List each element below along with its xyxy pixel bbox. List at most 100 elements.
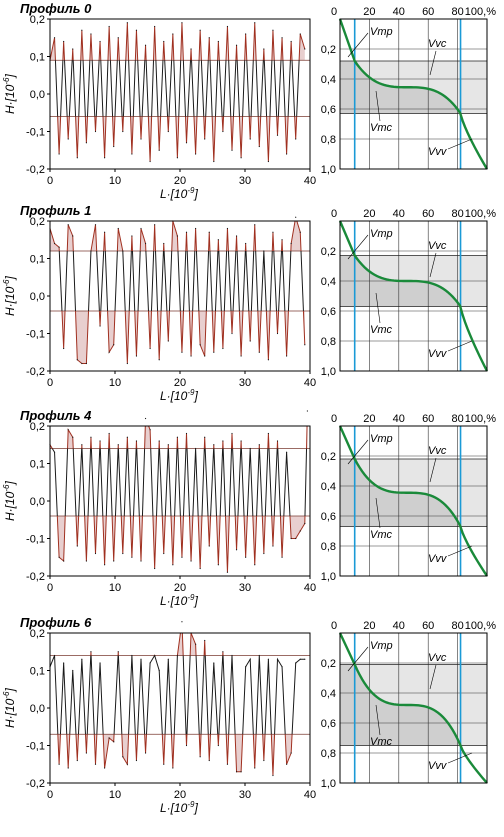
- y-axis-close: ]: [3, 74, 17, 79]
- bearing-y-tick: 1,0: [321, 164, 336, 176]
- profile-point: [63, 662, 65, 664]
- panel-2: Профиль 40,20,10,0-0,1-0,20 10 20 30 40H·[10…: [2, 408, 496, 608]
- profile-point: [249, 447, 251, 450]
- y-tick-label: 0,1: [30, 666, 45, 678]
- profile-point: [94, 763, 97, 765]
- profile-line: [58, 251, 304, 311]
- panel-1: Профиль 10,20,10,0-0,1-0,20 10 20 30 40H·[10…: [2, 203, 496, 403]
- profile-point: [299, 33, 301, 35]
- panel-title: Профиль 0: [20, 1, 92, 16]
- profile-point: [131, 654, 133, 657]
- profile-point: [167, 130, 169, 133]
- profile-point: [76, 157, 78, 159]
- profile-point: [94, 224, 97, 226]
- profile-point: [144, 417, 147, 420]
- profile-point: [276, 134, 279, 136]
- annotation-vvv: Vvv: [428, 146, 448, 158]
- profile-point: [286, 355, 288, 357]
- leader-vmc: [375, 90, 381, 122]
- profile-point: [245, 242, 247, 245]
- profile-point: [276, 332, 279, 335]
- profile-point: [258, 351, 260, 353]
- profile-point: [154, 25, 156, 28]
- profile-point: [85, 560, 87, 562]
- y-axis-close: ]: [3, 276, 17, 281]
- leader-vmc: [375, 704, 381, 736]
- profile-point: [53, 242, 56, 245]
- core-material-area: [340, 255, 487, 307]
- profile-point: [195, 447, 197, 450]
- profile-point: [254, 767, 256, 769]
- x-tick-label: 10: [109, 175, 121, 187]
- profile-point: [117, 444, 119, 446]
- bearing-x-tick: 0: [331, 6, 337, 18]
- x-tick-label: 20: [174, 582, 186, 594]
- x-tick-label: 30: [239, 175, 251, 187]
- y-tick-label: 0,1: [30, 52, 45, 64]
- bearing-x-tick: 80: [451, 413, 463, 425]
- leader-vvc: [429, 664, 437, 690]
- x-axis-close: ]: [193, 801, 198, 815]
- profile-point: [63, 560, 65, 562]
- profile-point: [254, 22, 256, 24]
- profile-point: [249, 340, 251, 342]
- profile-point: [67, 224, 69, 226]
- core-material-area: [340, 664, 487, 746]
- profile-point: [226, 763, 229, 765]
- leader-vvc: [429, 252, 437, 278]
- bearing-y-tick: 0,6: [321, 104, 336, 116]
- leader-vvc: [429, 457, 437, 483]
- profile-point: [176, 654, 178, 657]
- profile-point: [85, 142, 87, 144]
- profile-point: [231, 149, 233, 151]
- profile-point: [245, 666, 247, 668]
- profile-point: [85, 752, 87, 754]
- profile-point: [131, 556, 133, 558]
- profile-point: [185, 231, 188, 233]
- profile-point: [190, 48, 192, 50]
- bearing-y-tick: 0,4: [321, 74, 336, 86]
- profile-point: [276, 658, 279, 660]
- profile-point: [58, 763, 60, 765]
- profile-point: [185, 432, 188, 435]
- profile-point: [231, 654, 233, 657]
- profile-point: [117, 227, 119, 230]
- bearing-frame: [339, 18, 488, 170]
- profile-point: [67, 767, 69, 769]
- profile-point: [67, 429, 69, 431]
- profile-point: [140, 560, 142, 562]
- x-tick-label: 0: [47, 377, 53, 389]
- profile-peak-edge: [50, 221, 302, 251]
- profile-point: [76, 759, 78, 762]
- profile-point: [267, 432, 269, 435]
- profile-point: [235, 771, 238, 773]
- bearing-x-tick: 40: [393, 6, 405, 18]
- profile-point: [208, 37, 210, 39]
- profile-point: [99, 40, 101, 43]
- profile-point: [63, 40, 65, 43]
- bearing-x-tick: 0: [331, 413, 337, 425]
- bearing-x-tick: 20: [363, 208, 375, 220]
- profile-point: [122, 130, 124, 133]
- bearing-y-tick: 0,2: [321, 658, 336, 670]
- bearing-x-tick: 40: [393, 413, 405, 425]
- profile-point: [163, 40, 165, 43]
- x-tick-label: 40: [304, 377, 316, 389]
- bearing-x-tick: 40: [393, 620, 405, 632]
- bearing-y-tick: 0,6: [321, 306, 336, 318]
- profile-point: [258, 654, 260, 657]
- bearing-y-tick: 0,2: [321, 246, 336, 258]
- bearing-frame: [339, 220, 488, 372]
- y-tick-label: 0,0: [30, 89, 45, 101]
- profile-point: [213, 160, 215, 163]
- profile-point: [272, 774, 274, 777]
- bearing-x-tick: 60: [422, 208, 434, 220]
- profile-point: [99, 662, 101, 664]
- profile-point: [263, 48, 265, 50]
- annotation-vmc: Vmc: [370, 122, 393, 134]
- profile-point: [158, 669, 160, 672]
- profile-point: [126, 362, 128, 365]
- bearing-frame: [339, 425, 488, 577]
- profile-point: [272, 545, 274, 547]
- profile-point: [231, 332, 233, 335]
